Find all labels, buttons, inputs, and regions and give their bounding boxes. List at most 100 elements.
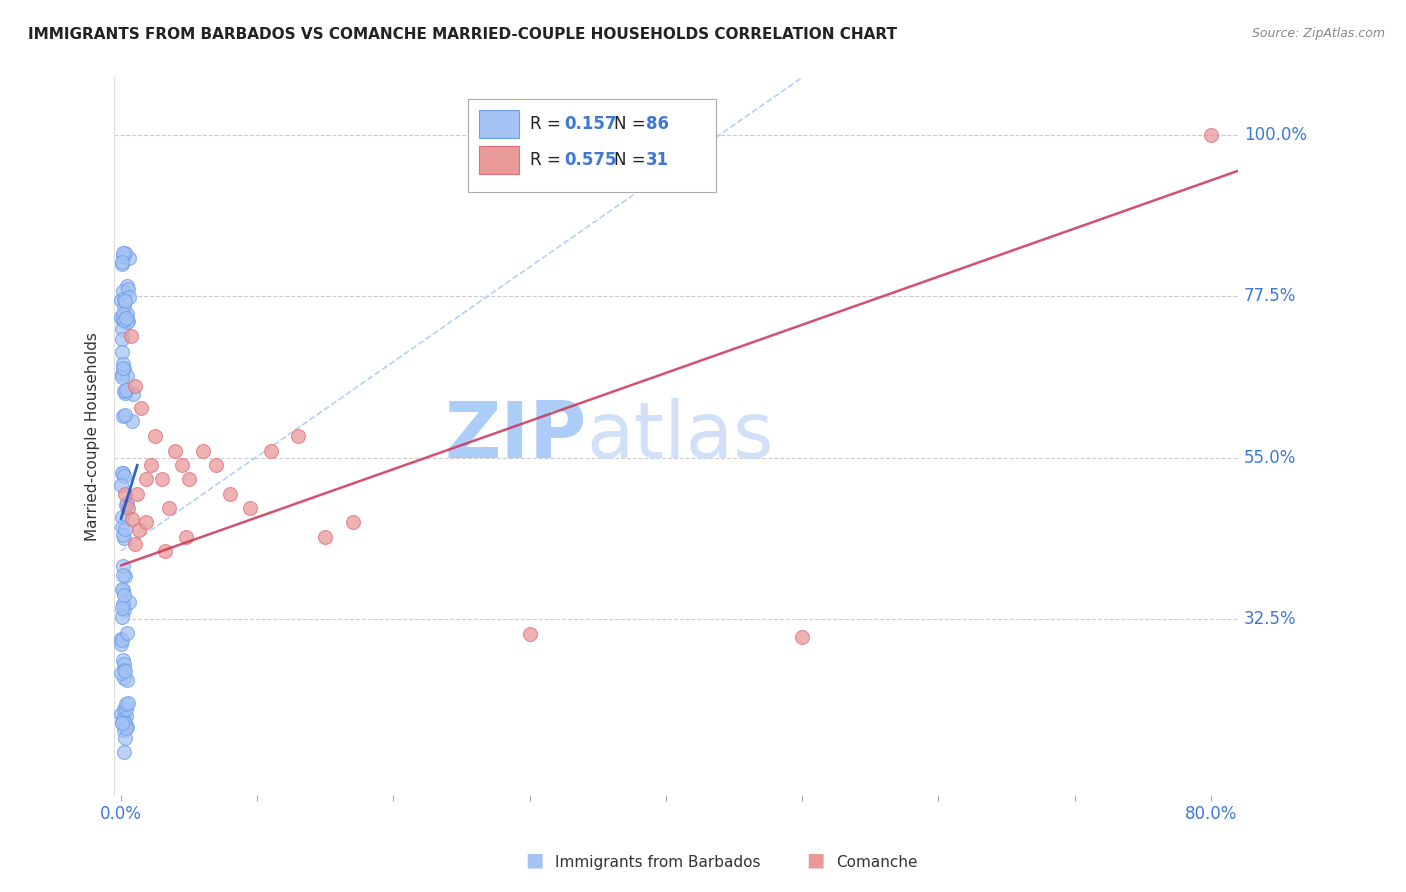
Point [110, 665, 132, 680]
Point [110, 600, 132, 615]
Point [111, 255, 134, 269]
Point [122, 387, 145, 401]
Point [114, 312, 136, 326]
Point [112, 559, 135, 574]
Point [111, 332, 134, 346]
Point [114, 486, 136, 500]
Point [135, 516, 157, 530]
Point [118, 251, 141, 265]
Point [114, 294, 136, 309]
Text: Immigrants from Barbados: Immigrants from Barbados [555, 855, 761, 870]
Point [112, 466, 135, 480]
Text: ■: ■ [524, 851, 544, 870]
Point [112, 249, 135, 263]
Point [117, 282, 139, 296]
Point [115, 315, 138, 329]
Point [110, 706, 132, 721]
Point [111, 257, 134, 271]
Point [112, 712, 135, 726]
Point [172, 458, 194, 472]
Point [115, 702, 138, 716]
Y-axis label: Married-couple Households: Married-couple Households [86, 332, 100, 541]
Point [150, 472, 173, 486]
Point [111, 369, 134, 384]
Point [287, 429, 309, 443]
Point [112, 671, 135, 685]
Point [111, 467, 134, 481]
Point [112, 357, 135, 371]
Point [117, 696, 139, 710]
Point [110, 310, 132, 325]
Point [157, 501, 180, 516]
Point [115, 673, 138, 687]
Point [117, 314, 139, 328]
Point [114, 716, 136, 731]
Bar [479, 145, 519, 174]
Point [112, 531, 135, 545]
Bar [468, 99, 716, 193]
Text: IMMIGRANTS FROM BARBADOS VS COMANCHE MARRIED-COUPLE HOUSEHOLDS CORRELATION CHART: IMMIGRANTS FROM BARBADOS VS COMANCHE MAR… [28, 27, 897, 42]
Point [111, 610, 134, 624]
Point [114, 665, 136, 679]
Point [179, 472, 201, 486]
Point [111, 520, 134, 534]
Point [792, 630, 814, 644]
Point [111, 409, 134, 423]
Point [114, 523, 136, 537]
Point [115, 625, 138, 640]
Point [111, 368, 134, 382]
Text: R =: R = [530, 151, 561, 169]
Point [112, 657, 135, 672]
Point [111, 284, 134, 298]
Point [112, 384, 135, 398]
Bar [479, 110, 519, 138]
Text: Comanche: Comanche [837, 855, 918, 870]
Text: N =: N = [614, 115, 645, 133]
Point [117, 496, 139, 510]
Text: 32.5%: 32.5% [1244, 610, 1296, 628]
Point [111, 528, 134, 542]
Point [112, 567, 135, 582]
Point [114, 731, 136, 745]
Point [117, 501, 139, 516]
Text: R =: R = [530, 115, 561, 133]
Point [118, 290, 141, 304]
Point [519, 626, 541, 640]
Text: Source: ZipAtlas.com: Source: ZipAtlas.com [1251, 27, 1385, 40]
Text: 31: 31 [645, 151, 669, 169]
Text: atlas: atlas [586, 398, 773, 475]
Text: 0.157: 0.157 [564, 115, 616, 133]
Point [165, 443, 187, 458]
Point [110, 582, 132, 597]
Point [124, 379, 146, 393]
Point [111, 715, 134, 730]
Point [114, 722, 136, 736]
Point [260, 443, 283, 458]
Point [112, 597, 135, 611]
Point [111, 716, 134, 731]
Point [114, 664, 136, 678]
Point [121, 414, 143, 428]
Point [153, 544, 176, 558]
Point [112, 468, 135, 483]
Point [127, 486, 149, 500]
Point [239, 501, 262, 516]
Point [110, 293, 132, 307]
Point [110, 632, 132, 647]
Point [112, 588, 135, 602]
Point [121, 512, 143, 526]
Point [115, 720, 138, 734]
Point [110, 312, 132, 326]
Point [342, 516, 364, 530]
Point [112, 299, 135, 313]
Point [128, 523, 150, 537]
Point [111, 633, 134, 648]
Point [114, 386, 136, 401]
Point [124, 537, 146, 551]
Point [110, 478, 132, 492]
Point [120, 328, 142, 343]
Point [114, 569, 136, 583]
Point [1199, 128, 1222, 142]
Point [115, 369, 138, 384]
Point [135, 472, 157, 486]
